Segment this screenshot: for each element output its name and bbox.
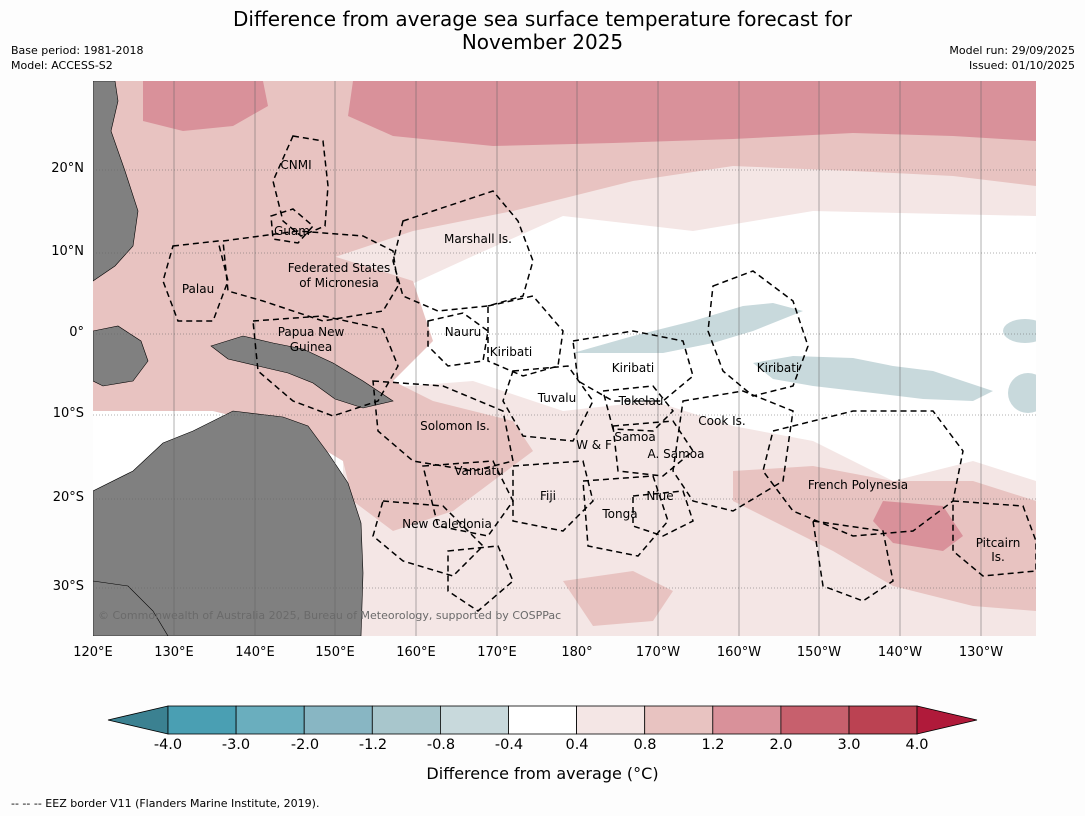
colorbar-cell: [848, 705, 918, 735]
x-tick-label: 180°: [561, 645, 593, 660]
eez-palau: [162, 240, 229, 322]
colorbar-label: 1.2: [701, 737, 725, 753]
eez-french-polynesia: [762, 410, 964, 537]
x-tick-label: 160°W: [716, 645, 762, 660]
x-tick-label: 150°E: [315, 645, 355, 660]
anomaly-medium-west: [93, 251, 533, 531]
eez-kiribati-central: [572, 330, 694, 402]
x-tick-label: 140°E: [235, 645, 275, 660]
anomaly-cool-far-east: [1003, 319, 1036, 343]
x-tick-label: 130°W: [958, 645, 1004, 660]
x-tick-label: 120°E: [73, 645, 113, 660]
chart-title: Difference from average sea surface temp…: [0, 8, 1085, 54]
meta-left: Base period: 1981-2018 Model: ACCESS-S2: [11, 43, 143, 73]
anomaly-cool-east: [753, 356, 993, 401]
eez-legend-note: -- -- -- EEZ border V11 (Flanders Marine…: [11, 797, 320, 810]
y-tick-label: 20°N: [51, 161, 84, 176]
colorbar-label: -0.8: [426, 737, 456, 753]
colorbar-under-arrow: [107, 705, 169, 735]
x-tick-label: 170°W: [635, 645, 681, 660]
anomaly-strong-pp1: [903, 526, 953, 546]
y-tick-label: 10°S: [52, 406, 84, 421]
title-line-1: Difference from average sea surface temp…: [232, 7, 852, 31]
eez-fiji: [512, 460, 594, 532]
land-philippines: [93, 81, 139, 282]
x-tick-label: 170°E: [477, 645, 517, 660]
colorbar-over-arrow: [916, 705, 978, 735]
eez-samoa: [612, 420, 694, 477]
graticule: [93, 81, 1036, 636]
eez-niue: [632, 490, 694, 537]
colorbar-cell: [439, 705, 509, 735]
colorbar-title: Difference from average (°C): [426, 764, 659, 783]
colorbar-label: 4.0: [905, 737, 929, 753]
colorbar-cell: [303, 705, 373, 735]
y-tick-label: 20°S: [52, 490, 84, 505]
eez-guam: [270, 208, 315, 244]
x-tick-label: 160°E: [396, 645, 436, 660]
eez-kiribati-west: [487, 295, 564, 377]
eez-norfolk: [447, 545, 514, 612]
colorbar-cell: [780, 705, 850, 735]
anomaly-medium-north: [93, 81, 1036, 301]
eez-pitcairn: [952, 500, 1036, 577]
title-line-2: November 2025: [461, 30, 624, 54]
anomaly-medium-south-small: [563, 571, 673, 626]
y-tick-label: 0°: [69, 325, 84, 340]
eez-borders: [162, 135, 1036, 612]
anomaly-strong-north: [348, 81, 1036, 146]
y-tick-label: 30°S: [52, 579, 84, 594]
colorbar-cell: [712, 705, 782, 735]
colorbar-cell: [235, 705, 305, 735]
eez-marshall: [392, 190, 534, 312]
eez-solomon: [372, 380, 514, 472]
colorbar-label: -2.0: [290, 737, 320, 753]
eez-tokelau: [602, 385, 675, 432]
colorbar-label: 3.0: [837, 737, 861, 753]
x-tick-label: 150°W: [796, 645, 842, 660]
eez-png: [252, 315, 399, 417]
meta-right: Model run: 29/09/2025 Issued: 01/10/2025: [949, 43, 1075, 73]
colorbar-label: -3.0: [221, 737, 251, 753]
eez-nauru: [427, 312, 489, 367]
colorbar-cell: [644, 705, 714, 735]
copyright-notice: © Commonwealth of Australia 2025, Bureau…: [98, 609, 562, 622]
eez-tuvalu: [502, 365, 594, 442]
land-new-zealand-corner: [93, 580, 169, 636]
colorbar-label: -4.0: [153, 737, 183, 753]
sst-anomaly-map: [93, 81, 1036, 636]
colorbar: [107, 705, 978, 735]
eez-tonga: [582, 475, 669, 557]
colorbar-label: -1.2: [358, 737, 388, 753]
model-name: Model: ACCESS-S2: [11, 59, 113, 72]
eez-cook: [672, 390, 794, 512]
colorbar-cell: [576, 705, 646, 735]
eez-kiribati-east: [707, 270, 809, 397]
land-indonesia: [93, 325, 149, 387]
colorbar-cell: [508, 705, 577, 735]
colorbar-cell: [371, 705, 441, 735]
base-period: Base period: 1981-2018: [11, 44, 144, 57]
anomaly-cool-east-edge: [1008, 373, 1036, 413]
colorbar-cells: [167, 705, 918, 735]
eez-fsm: [222, 230, 399, 322]
colorbar-label: 0.8: [633, 737, 657, 753]
anomaly-cool-equator: [573, 303, 803, 353]
model-run: Model run: 29/09/2025: [949, 44, 1075, 57]
colorbar-label: 0.4: [565, 737, 589, 753]
anomaly-medium-southeast: [733, 466, 1036, 611]
colorbar-label: 2.0: [769, 737, 793, 753]
issued-date: Issued: 01/10/2025: [968, 59, 1075, 72]
colorbar-cell: [167, 705, 237, 735]
land-australia: [93, 410, 364, 636]
eez-new-caledonia: [372, 500, 485, 577]
eez-southern: [812, 520, 894, 602]
y-tick-label: 10°N: [51, 244, 84, 259]
x-tick-label: 130°E: [154, 645, 194, 660]
x-tick-label: 140°W: [877, 645, 923, 660]
colorbar-label: -0.4: [494, 737, 524, 753]
